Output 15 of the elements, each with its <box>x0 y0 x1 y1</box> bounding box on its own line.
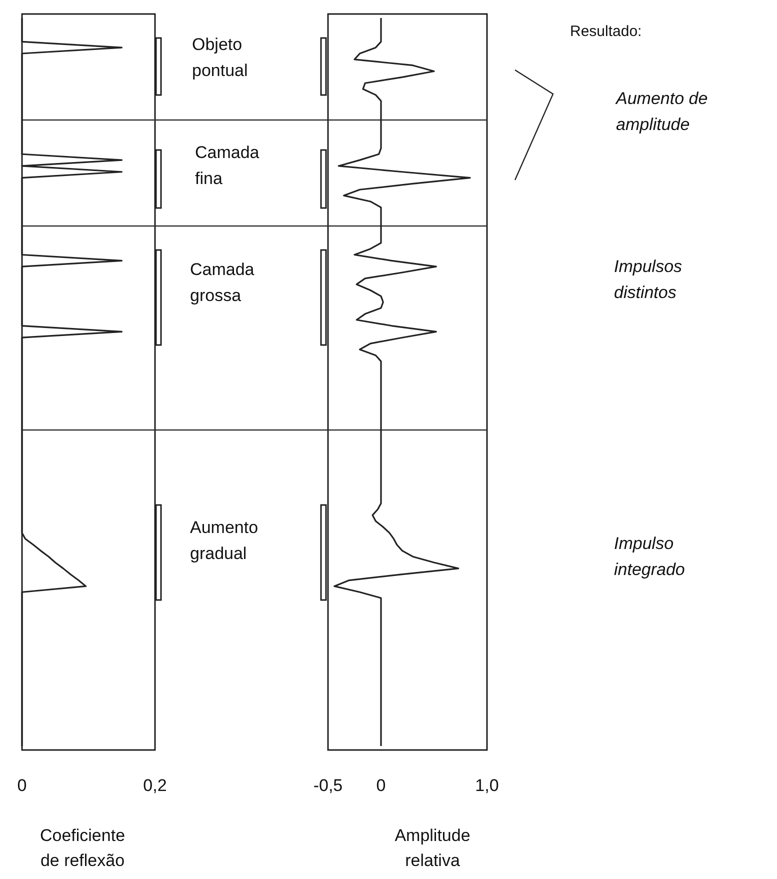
text: Camada fina <box>195 143 260 188</box>
text: Objeto pontual <box>192 35 248 80</box>
x-tick-label: 0 <box>17 776 27 795</box>
x-tick-label: 1,0 <box>475 776 499 795</box>
x-tick-label: 0 <box>376 776 386 795</box>
text: Impulso integrado <box>614 534 685 579</box>
text: Camada grossa <box>190 260 255 305</box>
text: Impulsos distintos <box>614 257 683 302</box>
x-axis-title: Coeficiente de reflexão <box>40 826 126 870</box>
text: Resultado: <box>570 23 642 40</box>
x-tick-label: 0,2 <box>143 776 167 795</box>
x-axis-title: Amplitude relativa <box>394 826 470 870</box>
x-tick-label: -0,5 <box>313 776 343 795</box>
text: Aumento gradual <box>190 518 258 563</box>
text: Aumento de amplitude <box>615 89 708 134</box>
